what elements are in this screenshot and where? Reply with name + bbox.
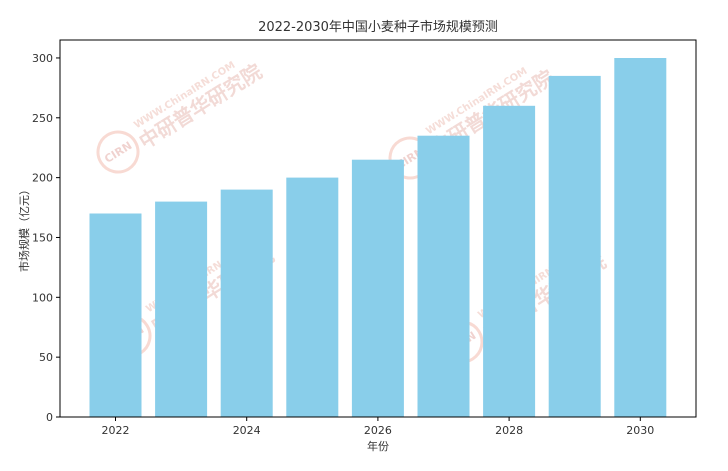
x-axis: 2022 2024 2026 2028 2030: [102, 417, 654, 437]
watermark-logo-icon: [96, 130, 140, 174]
x-tick-label: 2026: [364, 424, 392, 437]
y-tick-label: 250: [32, 112, 53, 125]
x-axis-label: 年份: [367, 439, 389, 453]
chart-title: 2022-2030年中国小麦种子市场规模预测: [258, 19, 498, 35]
x-tick-label: 2030: [626, 424, 654, 437]
bar-2029: [548, 75, 601, 418]
x-tick-label: 2028: [495, 424, 523, 437]
bar-2028: [483, 105, 536, 418]
bar-2022: [89, 213, 142, 417]
x-tick-label: 2022: [102, 424, 130, 437]
y-axis-label: 市场规模（亿元）: [17, 184, 31, 272]
watermark-name: 中研普华研究院: [135, 59, 266, 154]
bar-2023: [155, 201, 208, 417]
bar-2027: [417, 135, 470, 417]
y-tick-label: 50: [39, 351, 53, 364]
y-axis: 0 50 100 150 200 250 300: [32, 52, 60, 424]
y-tick-label: 150: [32, 231, 53, 244]
y-tick-label: 100: [32, 291, 53, 304]
bar-2026: [351, 159, 404, 417]
bar-2025: [286, 177, 339, 417]
y-tick-label: 0: [46, 411, 53, 424]
x-tick-label: 2024: [233, 424, 261, 437]
watermark-logo-text: CIRN: [102, 139, 134, 166]
bar-2030: [614, 58, 667, 417]
y-tick-label: 200: [32, 172, 53, 185]
y-tick-label: 300: [32, 52, 53, 65]
bar-series: [89, 58, 667, 418]
bar-2024: [220, 189, 273, 417]
